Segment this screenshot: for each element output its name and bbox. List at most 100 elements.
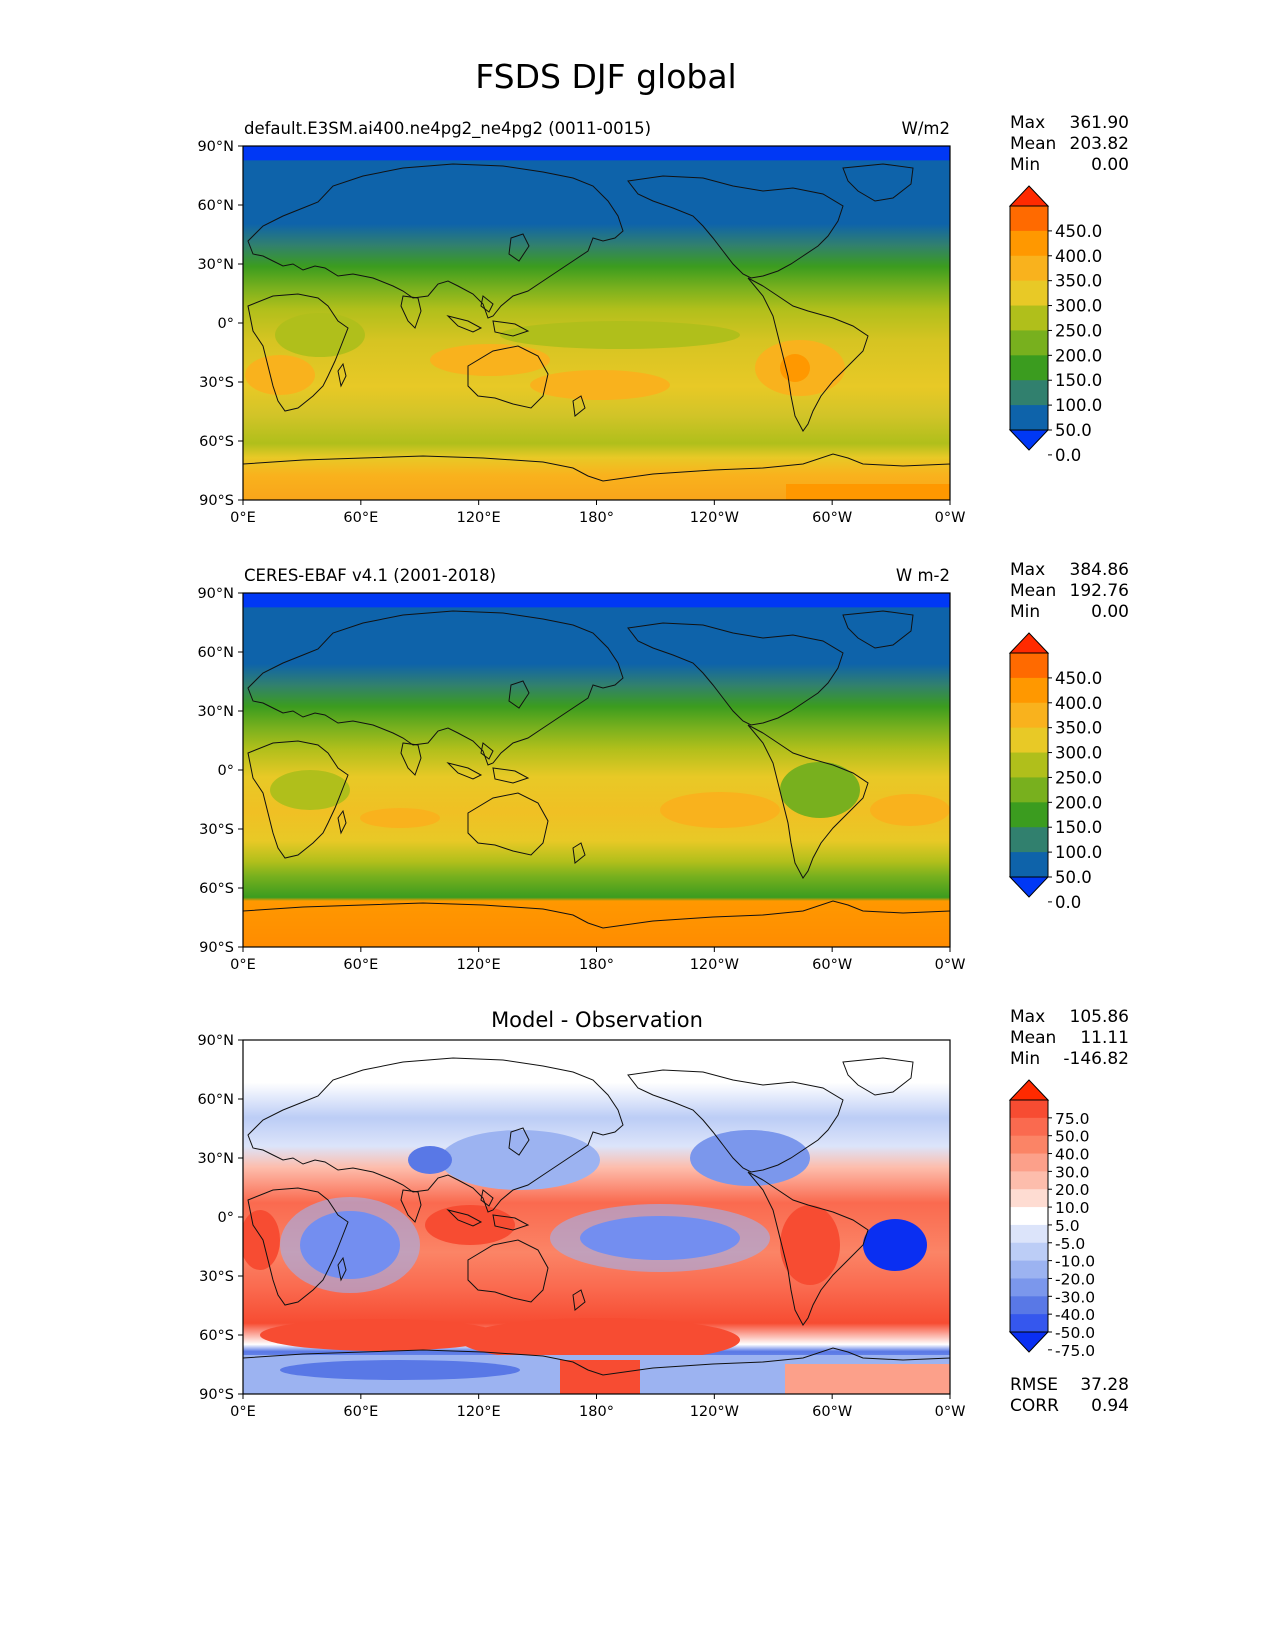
colorbar-outline [1009,652,1049,878]
lat-tick-label: 90°N [197,1033,234,1049]
stat-label-rmse: RMSE [1010,1375,1058,1395]
lon-tick-label: 0°W [935,1404,966,1420]
stat-value-rmse: 37.28 [1080,1375,1129,1395]
stat-value-corr: 0.94 [1091,1396,1129,1416]
colorbar-tick-label: 5.0 [1055,1217,1080,1235]
colorbar-segment [1010,1278,1048,1297]
colorbar-segment [1010,355,1048,381]
lon-tick-label: 120°W [690,510,739,526]
colorbar-tick-label: 0.0 [1055,446,1081,465]
lat-tick-label: 30°N [197,257,234,273]
lat-tick-label: 0° [218,1210,234,1226]
colorbar-tick-label: 300.0 [1055,744,1102,763]
stat-value-min: -146.82 [1063,1049,1129,1069]
colorbar-segment [1010,1314,1048,1333]
lat-tick-label: 60°N [197,1092,234,1108]
colorbar-segment [1010,827,1048,853]
colorbar-segment [1010,1153,1048,1172]
figure-title: FSDS DJF global [475,57,736,96]
colorbar-segment [1010,1242,1048,1262]
colorbar-tick-label: -50.0 [1055,1324,1095,1342]
lat-tick-label: 90°N [197,139,234,155]
colorbar-tick-label: 10.0 [1055,1199,1090,1217]
lon-tick-label: 60°E [343,957,378,973]
stat-value-max: 384.86 [1070,560,1129,580]
lat-tick-label: 30°S [199,822,234,838]
colorbar-tick-label: 400.0 [1055,694,1102,713]
lon-tick-label: 0°E [230,957,256,973]
lat-tick-label: 60°S [199,881,234,897]
colorbar-tick-label: 100.0 [1055,843,1102,862]
colorbar-tick-label: 30.0 [1055,1163,1090,1181]
stat-label-min: Min [1010,1049,1040,1069]
colorbar-extend-max [1008,632,1050,654]
panel-model-map [243,146,950,500]
lon-tick-label: 60°W [812,1404,852,1420]
colorbar-tick-label: -10.0 [1055,1253,1095,1271]
lat-tick-label: 60°N [197,645,234,661]
stat-label-max: Max [1010,1007,1045,1027]
colorbar-outline [1009,205,1049,431]
colorbar-extend-min [1008,1331,1050,1353]
lon-tick-label: 60°E [343,510,378,526]
colorbar-tick-label: 150.0 [1055,371,1102,390]
colorbar-tick-label: 350.0 [1055,719,1102,738]
colorbar-segment [1010,1260,1048,1279]
stat-label-mean: Mean [1010,581,1056,601]
legend-layer: Max 361.90 Mean 203.82 Min 0.00 450.0 400.0 350.… [1008,113,1129,1416]
stat-value-mean: 203.82 [1070,134,1129,154]
colorbar-segment [1010,653,1048,679]
lat-tick-label: 30°S [199,1269,234,1285]
colorbar-tick-label: -40.0 [1055,1306,1095,1324]
colorbar-tick-label: -5.0 [1055,1235,1085,1253]
colorbar-segment [1010,405,1048,431]
colorbar-tick-label: -20.0 [1055,1270,1095,1288]
colorbar-tick-label: 250.0 [1055,321,1102,340]
colorbar-segment [1010,206,1048,232]
lat-tick-label: 30°N [197,1151,234,1167]
stat-label-min: Min [1010,602,1040,622]
lat-tick-label: 60°N [197,198,234,214]
stat-value-min: 0.00 [1091,155,1129,175]
colorbar-tick-label: 50.0 [1055,421,1092,440]
colorbar-tick-label: 200.0 [1055,346,1102,365]
colorbar-segment [1010,1224,1048,1244]
colorbar-segment [1010,330,1048,356]
panel-diff-map [243,1040,950,1394]
lat-tick-label: 90°S [199,1387,234,1403]
panel-diff-title: Model - Observation [491,1008,703,1032]
colorbar-diff: 75.050.040.030.020.010.05.0-5.0-10.0-20.… [1008,1079,1095,1360]
stat-value-mean: 11.11 [1080,1028,1129,1048]
colorbar-obs: 450.0 400.0 350.0 300.0 250.0 200.0 150.0 100.0… [1008,632,1102,912]
lon-tick-label: 0°E [230,1404,256,1420]
colorbar-tick-label: 150.0 [1055,818,1102,837]
colorbar-segment [1010,752,1048,778]
colorbar-tick-label: 200.0 [1055,793,1102,812]
colorbar-segment [1010,1296,1048,1315]
colorbar-extend-max [1008,185,1050,207]
colorbar-segment [1010,230,1048,257]
colorbar-extend-max [1008,1079,1050,1101]
stat-label-max: Max [1010,113,1045,133]
stat-value-mean: 192.76 [1070,581,1129,601]
lat-tick-label: 0° [218,763,234,779]
stat-label-mean: Mean [1010,1028,1056,1048]
stat-value-max: 361.90 [1070,113,1129,133]
lon-tick-label: 60°E [343,1404,378,1420]
colorbar-tick-label: 250.0 [1055,768,1102,787]
stat-value-max: 105.86 [1070,1007,1129,1027]
colorbar-segment [1010,852,1048,878]
colorbar-extend-min [1008,876,1050,898]
lat-tick-label: 90°S [199,940,234,956]
axis-layer: 90°N60°N30°N0°30°S60°S90°S0°E 60°E 120°E 18… [197,139,965,1420]
colorbar-segment [1010,380,1048,406]
lat-tick-label: 60°S [199,1328,234,1344]
lon-tick-label: 0°W [935,510,966,526]
lat-tick-label: 0° [218,316,234,332]
panel-obs-title: CERES-EBAF v4.1 (2001-2018) [244,566,496,585]
lon-tick-label: 180° [579,1404,614,1420]
lon-tick-label: 120°W [690,957,739,973]
colorbar-tick-label: 0.0 [1055,893,1081,912]
colorbar-tick-label: 400.0 [1055,247,1102,266]
colorbar-tick-label: 40.0 [1055,1146,1090,1164]
